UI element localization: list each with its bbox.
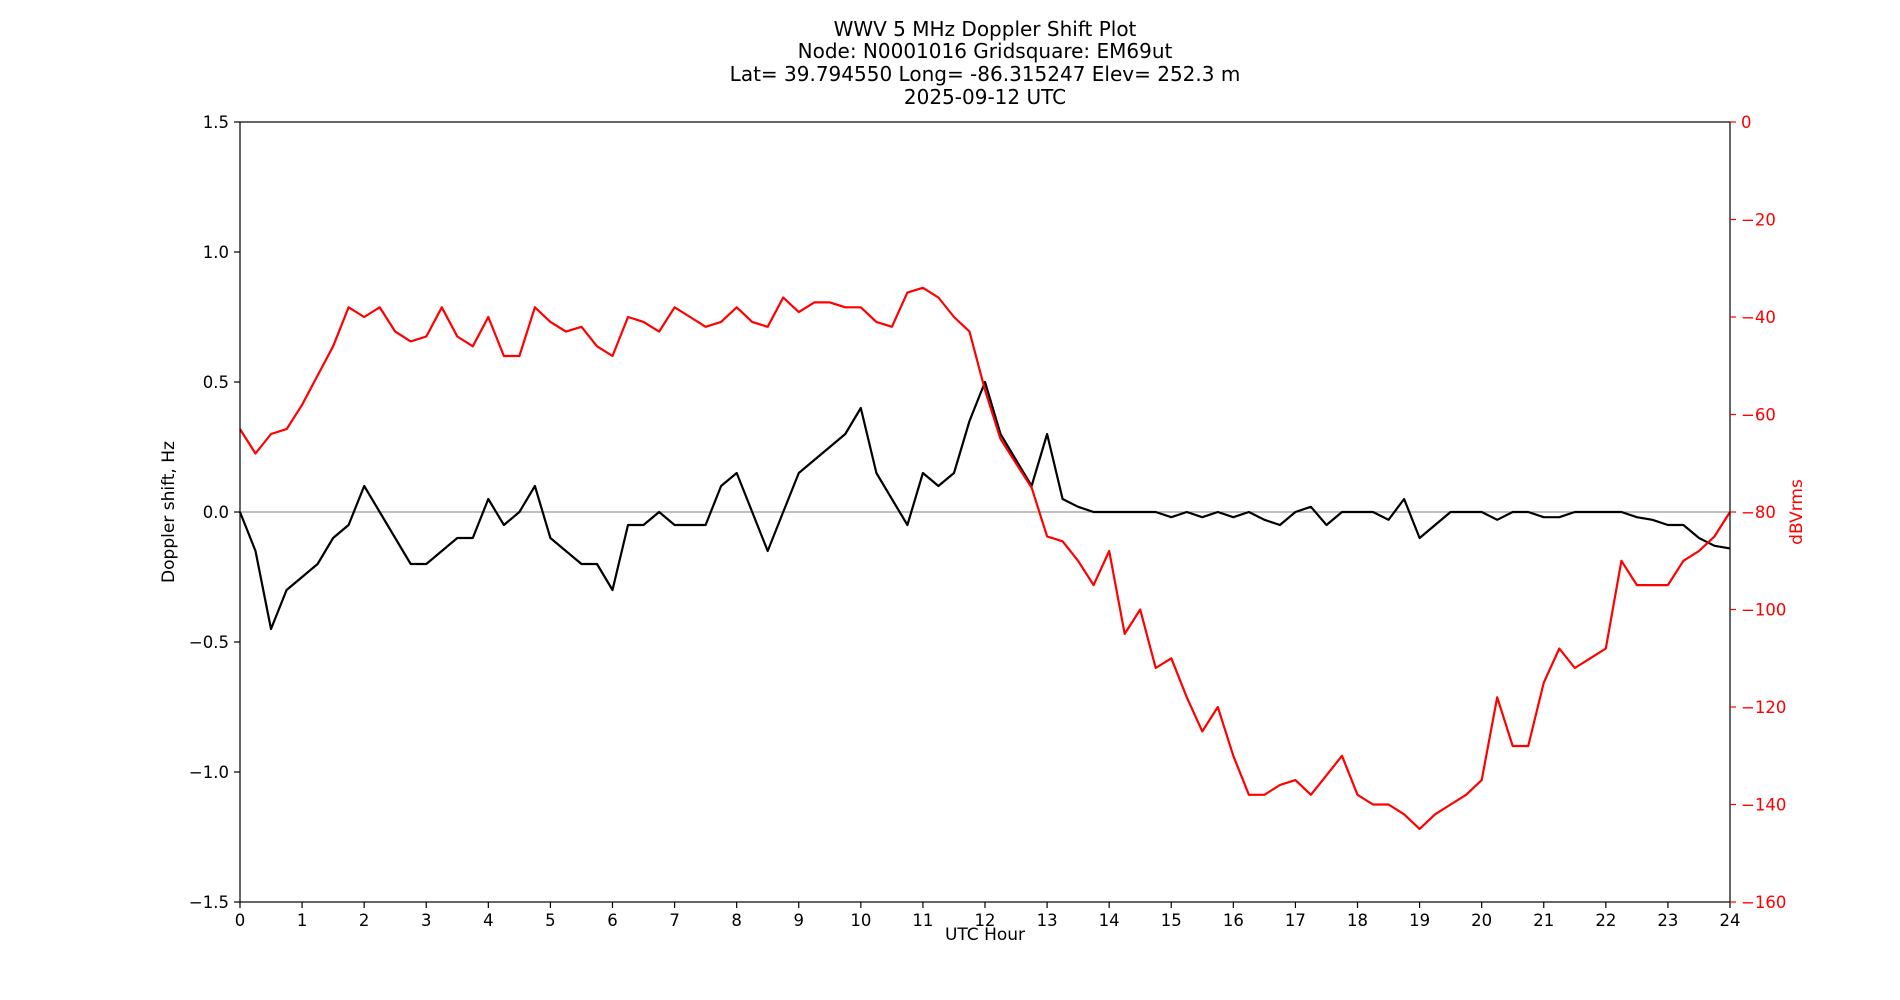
x-tick-label: 12 <box>975 911 996 930</box>
title-line-4: 2025-09-12 UTC <box>904 85 1066 109</box>
x-tick-label: 4 <box>483 911 494 930</box>
y-left-tick-label: 1.0 <box>203 243 229 262</box>
x-tick-label: 5 <box>545 911 556 930</box>
y-left-tick-label: 1.5 <box>203 113 229 132</box>
x-axis-label: UTC Hour <box>945 925 1025 945</box>
x-tick-label: 20 <box>1471 911 1492 930</box>
axes-layer: 0 1 2 3 4 5 6 7 8 9 10 11 12 13 14 15 16 17 18 19 20 21 22 23 24… <box>189 113 1786 930</box>
x-tick-label: 17 <box>1285 911 1306 930</box>
plot-area <box>238 286 1731 831</box>
y-left-tick-label: 0.0 <box>203 503 229 522</box>
x-tick-label: 6 <box>607 911 618 930</box>
x-tick-label: 8 <box>731 911 742 930</box>
power-series-line <box>239 286 1731 831</box>
y-axis-left-label: Doppler shift, Hz <box>159 441 179 583</box>
chart-title: WWV 5 MHz Doppler Shift Plot Node: N0001… <box>730 17 1241 109</box>
x-tick-label: 22 <box>1595 911 1616 930</box>
y-left-tick-label: −1.0 <box>189 763 229 782</box>
x-tick-label: 16 <box>1223 911 1244 930</box>
y-axis-right-label: dBVrms <box>1787 479 1807 545</box>
x-tick-label: 19 <box>1409 911 1430 930</box>
y-right-tick-label: −120 <box>1741 698 1786 717</box>
y-right-tick-label: −80 <box>1741 503 1776 522</box>
title-line-3: Lat= 39.794550 Long= -86.315247 Elev= 25… <box>730 62 1241 86</box>
y-left-tick-label: 0.5 <box>203 373 229 392</box>
title-line-2: Node: N0001016 Gridsquare: EM69ut <box>798 39 1173 63</box>
x-tick-label: 7 <box>669 911 680 930</box>
x-tick-label: 9 <box>794 911 805 930</box>
x-tick-label: 15 <box>1161 911 1182 930</box>
x-tick-label: 10 <box>850 911 871 930</box>
x-tick-label: 3 <box>421 911 432 930</box>
x-tick-label: 21 <box>1533 911 1554 930</box>
y-right-tick-label: −40 <box>1741 308 1776 327</box>
y-right-tick-label: −100 <box>1741 601 1786 620</box>
x-tick-label: 0 <box>235 911 246 930</box>
x-tick-label: 2 <box>359 911 370 930</box>
x-tick-label: 23 <box>1657 911 1678 930</box>
y-right-tick-label: −60 <box>1741 406 1776 425</box>
y-right-tick-label: −20 <box>1741 211 1776 230</box>
y-right-tick-label: 0 <box>1741 113 1752 132</box>
y-right-tick-label: −160 <box>1741 893 1786 912</box>
x-tick-label: 14 <box>1099 911 1120 930</box>
y-right-tick-label: −140 <box>1741 796 1786 815</box>
title-line-1: WWV 5 MHz Doppler Shift Plot <box>834 17 1137 41</box>
x-tick-label: 24 <box>1720 911 1741 930</box>
x-tick-label: 1 <box>297 911 308 930</box>
x-tick-label: 13 <box>1037 911 1058 930</box>
x-tick-label: 18 <box>1347 911 1368 930</box>
y-left-tick-label: −0.5 <box>189 633 229 652</box>
y-left-tick-label: −1.5 <box>189 893 229 912</box>
x-tick-label: 11 <box>912 911 933 930</box>
doppler-series-line <box>238 380 1731 631</box>
